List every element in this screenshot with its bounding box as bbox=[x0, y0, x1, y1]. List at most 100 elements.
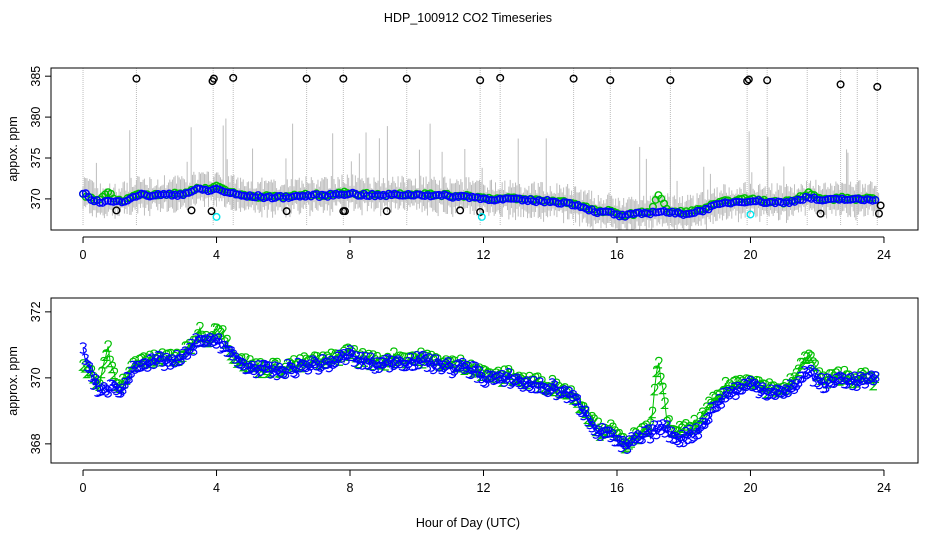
series-3-point bbox=[457, 191, 466, 200]
series-3-marker bbox=[646, 432, 655, 444]
series-3-marker bbox=[690, 430, 698, 442]
series-3-marker bbox=[238, 357, 246, 369]
series-2-marker bbox=[547, 374, 557, 387]
series-3-marker bbox=[190, 344, 198, 356]
series-3-marker bbox=[734, 381, 742, 394]
series-3-point bbox=[112, 197, 121, 206]
outlier-low-point bbox=[112, 206, 121, 215]
series-3-marker bbox=[444, 356, 452, 369]
series-3-marker bbox=[450, 364, 459, 376]
series-3-marker bbox=[361, 351, 369, 363]
series-3-marker bbox=[590, 423, 598, 436]
series-3-marker bbox=[265, 361, 273, 373]
x-tick-label: 4 bbox=[213, 481, 220, 495]
outlier-low-point bbox=[456, 206, 465, 215]
series-3-marker bbox=[659, 419, 667, 431]
series-3-marker bbox=[719, 387, 728, 400]
series-3-marker bbox=[813, 375, 822, 388]
series-2-marker bbox=[699, 410, 709, 423]
series-3-point bbox=[407, 191, 416, 200]
series-3-marker bbox=[394, 355, 402, 367]
series-3-point bbox=[793, 195, 802, 204]
x-tick-label: 0 bbox=[80, 248, 87, 262]
series-3-marker bbox=[421, 354, 429, 366]
cyan-point bbox=[477, 212, 486, 221]
series-3-marker bbox=[142, 358, 150, 370]
x-axis-label: Hour of Day (UTC) bbox=[416, 516, 520, 530]
series-3-marker bbox=[217, 342, 225, 354]
series-3-marker bbox=[260, 359, 269, 372]
series-3-marker bbox=[119, 383, 127, 395]
series-3-marker bbox=[607, 430, 615, 443]
series-3-marker bbox=[269, 365, 277, 377]
series-3-marker bbox=[822, 381, 830, 393]
outlier-high-point bbox=[763, 76, 772, 85]
outlier-high-point bbox=[339, 74, 348, 83]
series-3-marker bbox=[104, 386, 112, 398]
series-3-point bbox=[871, 195, 880, 204]
series-3-point bbox=[693, 206, 702, 215]
series-3-point bbox=[626, 209, 635, 218]
series-2-marker bbox=[637, 423, 646, 435]
series-3-point bbox=[774, 197, 783, 206]
series-3-point bbox=[760, 198, 769, 207]
series-3-marker bbox=[306, 359, 315, 371]
series-2-marker bbox=[161, 349, 171, 362]
plot-area bbox=[78, 321, 880, 454]
series-3-marker bbox=[467, 367, 475, 380]
series-2-marker bbox=[553, 381, 563, 394]
series-2-marker bbox=[245, 355, 254, 367]
series-3-marker bbox=[202, 334, 210, 346]
series-3-marker bbox=[842, 377, 851, 389]
plot-frame bbox=[50, 67, 919, 231]
series-3-marker bbox=[183, 348, 192, 360]
series-3-marker bbox=[784, 385, 792, 398]
outlier-high-point bbox=[743, 77, 752, 86]
series-3-marker bbox=[146, 354, 154, 367]
series-3-marker bbox=[425, 353, 434, 365]
series-3-point bbox=[509, 194, 518, 203]
series-3-point bbox=[843, 195, 852, 204]
series-3-marker bbox=[248, 360, 256, 373]
series-3-marker bbox=[701, 417, 709, 430]
series-3-marker bbox=[302, 360, 311, 373]
series-2-marker bbox=[655, 372, 665, 385]
series-3-marker bbox=[290, 365, 298, 378]
series-3-marker bbox=[479, 375, 488, 387]
series-3-marker bbox=[648, 424, 657, 436]
series-3-marker bbox=[630, 434, 638, 447]
series-3-point bbox=[632, 208, 641, 217]
series-3-marker bbox=[673, 433, 682, 446]
series-3-marker bbox=[250, 363, 258, 376]
series-3-marker bbox=[296, 361, 304, 373]
outlier-low-point bbox=[207, 207, 216, 216]
series-3-marker bbox=[329, 357, 338, 369]
series-3-marker bbox=[694, 427, 703, 440]
x-tick-label: 8 bbox=[347, 481, 354, 495]
series-3-marker bbox=[696, 420, 705, 432]
series-2-marker bbox=[808, 357, 817, 369]
series-2-marker bbox=[368, 350, 377, 362]
series-3-marker bbox=[811, 368, 819, 380]
series-3-marker bbox=[477, 371, 486, 384]
series-3-marker bbox=[498, 369, 507, 382]
series-3-point bbox=[765, 197, 774, 206]
series-3-marker bbox=[288, 362, 296, 375]
series-3-marker bbox=[125, 372, 133, 384]
series-2-marker bbox=[651, 365, 661, 378]
series-2-marker bbox=[195, 321, 204, 334]
series-3-marker bbox=[102, 384, 110, 396]
series-2-marker bbox=[660, 397, 669, 410]
top-panel: 0 4 8 12 16 20 24 370 375 380 385 bbox=[29, 66, 919, 262]
series-2-marker bbox=[399, 352, 409, 365]
series-3-marker bbox=[384, 353, 392, 366]
outlier-high-point bbox=[666, 76, 675, 85]
series-3-marker bbox=[229, 349, 238, 361]
series-3-marker bbox=[780, 387, 788, 399]
series-3-marker bbox=[623, 442, 632, 454]
series-3-marker bbox=[369, 359, 377, 372]
series-3-marker bbox=[271, 361, 279, 373]
series-3-marker bbox=[344, 347, 352, 360]
series-3-marker bbox=[160, 359, 169, 371]
series-3-marker bbox=[442, 359, 450, 371]
